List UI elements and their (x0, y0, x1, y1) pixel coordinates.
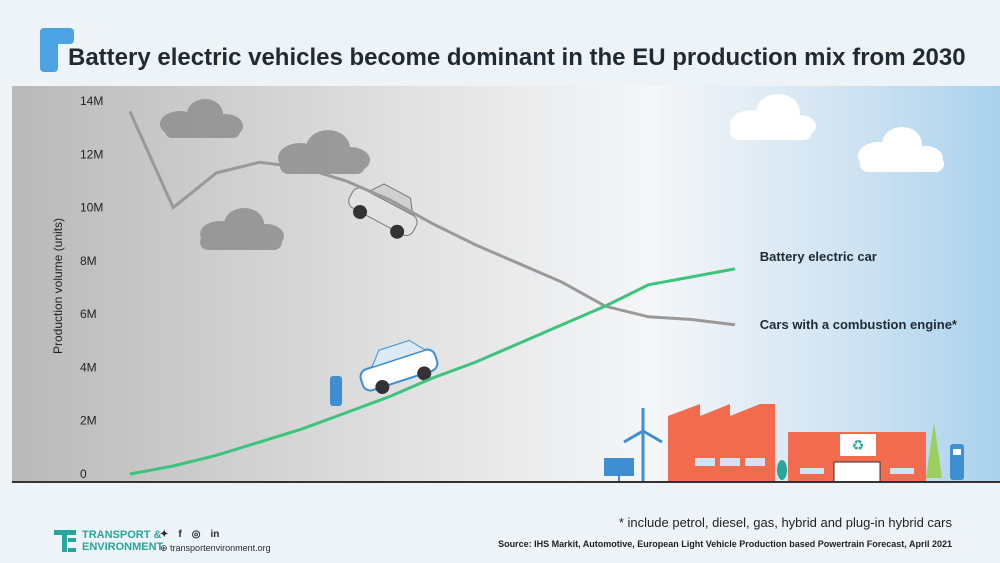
series-label: Cars with a combustion engine* (760, 317, 958, 332)
y-tick-label: 14M (80, 94, 103, 108)
data-point (259, 161, 261, 163)
data-point (604, 305, 606, 307)
data-point (691, 318, 693, 320)
data-point (647, 284, 649, 286)
facebook-icon[interactable]: f (178, 529, 182, 540)
data-point (259, 441, 261, 443)
series-lines (128, 111, 736, 476)
svg-text:♻: ♻ (852, 437, 865, 453)
cloud-icon (278, 130, 370, 174)
y-tick-label: 10M (80, 201, 103, 215)
tree-icon (777, 422, 942, 480)
data-point (734, 324, 736, 326)
logo-line-1: TRANSPORT & (82, 529, 162, 541)
wind-turbine-icon (623, 408, 663, 483)
data-point (172, 207, 174, 209)
social-links: ✦ f ◎ in ⊕ transportenvironment.org (160, 529, 271, 554)
header: Battery electric vehicles become dominan… (0, 0, 1000, 86)
footer: TRANSPORT & ENVIRONMENT ✦ f ◎ in ⊕ trans… (0, 483, 1000, 563)
data-point (647, 316, 649, 318)
twitter-icon[interactable]: ✦ (160, 529, 169, 540)
chart-area: ♻ (0, 86, 1000, 502)
y-tick-label: 12M (80, 147, 103, 161)
data-point (475, 361, 477, 363)
accent-bar-top (40, 28, 74, 44)
combustion-car-icon (348, 183, 418, 239)
line-chart: ♻ (12, 86, 1000, 502)
data-point (561, 281, 563, 283)
footnote: * include petrol, diesel, gas, hybrid an… (618, 515, 952, 530)
data-point (129, 473, 131, 475)
recycling-plant-icon: ♻ (788, 432, 926, 484)
data-point (388, 199, 390, 201)
data-point (215, 172, 217, 174)
globe-icon: ⊕ (160, 543, 171, 553)
y-axis-label: Production volume (units) (51, 218, 65, 354)
data-point (345, 180, 347, 182)
brand-logo: TRANSPORT & ENVIRONMENT (54, 529, 163, 553)
page-title: Battery electric vehicles become dominan… (68, 44, 966, 71)
data-point (345, 412, 347, 414)
instagram-icon[interactable]: ◎ (191, 529, 201, 540)
cloud-icon (200, 208, 284, 250)
data-point (734, 268, 736, 270)
cloud-icon (858, 127, 944, 172)
series-label: Battery electric car (760, 249, 877, 264)
linkedin-icon[interactable]: in (210, 529, 220, 540)
data-point (388, 396, 390, 398)
y-tick-label: 6M (80, 307, 97, 321)
data-point (302, 428, 304, 430)
data-point (691, 276, 693, 278)
series-labels: Battery electric car Cars with a combusti… (760, 249, 958, 332)
data-point (475, 244, 477, 246)
cloud-icon (730, 94, 816, 140)
data-point (172, 465, 174, 467)
electric-car-icon (359, 339, 439, 394)
chart-background (12, 86, 1000, 483)
data-point (561, 324, 563, 326)
y-tick-label: 0 (80, 467, 87, 481)
website-link[interactable]: transportenvironment.org (170, 543, 271, 553)
data-point (518, 342, 520, 344)
data-point (129, 111, 131, 113)
y-tick-label: 2M (80, 414, 97, 428)
y-tick-label: 4M (80, 360, 97, 374)
y-tick-labels: 0 2M 4M 6M 8M 10M 12M 14M (80, 94, 103, 481)
data-point (431, 377, 433, 379)
factory-icon (668, 404, 775, 483)
cloud-icon (160, 99, 243, 138)
data-point (431, 223, 433, 225)
data-point (518, 263, 520, 265)
source-text: Source: IHS Markit, Automotive, European… (498, 539, 952, 549)
charging-station-icon (330, 376, 964, 480)
data-point (215, 454, 217, 456)
y-tick-label: 8M (80, 254, 97, 268)
logo-icon (54, 530, 76, 552)
data-point (302, 167, 304, 169)
logo-line-2: ENVIRONMENT (82, 541, 164, 553)
